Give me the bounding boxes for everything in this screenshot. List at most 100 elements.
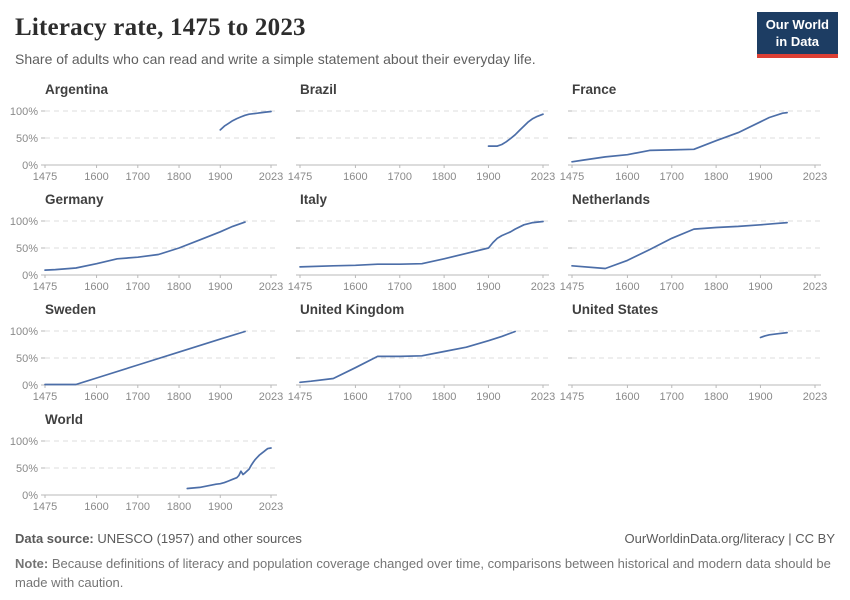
data-source-text: UNESCO (1957) and other sources [93, 530, 302, 546]
x-tick-label: 1475 [560, 281, 584, 293]
x-tick-label: 1800 [704, 391, 728, 403]
x-tick-label: 1475 [288, 171, 312, 183]
y-tick-label: 0% [22, 270, 38, 282]
x-tick-label: 1700 [388, 281, 412, 293]
facet-italy: 1475 1600 1700 1800 1900 2023 Italy [287, 191, 559, 297]
x-tick-label: 1900 [208, 281, 232, 293]
x-tick-label: 2023 [531, 391, 555, 403]
x-tick-label: 1600 [84, 501, 108, 513]
x-tick-label: 2023 [259, 281, 283, 293]
facet-title: Italy [300, 192, 328, 207]
chart-note: Note: Because definitions of literacy an… [15, 554, 833, 593]
facet-netherlands: 1475 1600 1700 1800 1900 2023 Netherlands [559, 191, 831, 297]
owid-logo[interactable]: Our World in Data [756, 12, 838, 58]
x-tick-label: 1900 [476, 171, 500, 183]
x-tick-label: 1800 [704, 171, 728, 183]
y-tick-label: 50% [16, 133, 38, 145]
x-tick-label: 1900 [748, 281, 772, 293]
note-text: Because definitions of literacy and popu… [15, 555, 831, 591]
y-tick-label: 50% [16, 243, 38, 255]
data-source-label: Data source: [15, 530, 94, 546]
facet-title: Brazil [300, 82, 337, 97]
series-line-argentina [219, 110, 272, 131]
facet-world: 0% 50% 100% 1475 1600 1700 1800 1900 2023 World [10, 411, 287, 517]
x-tick-label: 1600 [343, 171, 367, 183]
x-tick-label: 1900 [208, 171, 232, 183]
x-tick-label: 1700 [388, 171, 412, 183]
y-tick-label: 100% [10, 326, 38, 338]
x-tick-label: 2023 [531, 281, 555, 293]
y-tick-label: 50% [16, 463, 38, 475]
x-tick-label: 1700 [126, 391, 150, 403]
x-tick-label: 1475 [560, 171, 584, 183]
page-title: Literacy rate, 1475 to 2023 [15, 14, 306, 41]
x-tick-label: 1900 [476, 281, 500, 293]
x-tick-label: 1800 [167, 171, 191, 183]
x-tick-label: 1900 [208, 391, 232, 403]
x-tick-label: 1600 [615, 391, 639, 403]
x-tick-label: 1800 [432, 281, 456, 293]
y-tick-label: 0% [22, 160, 38, 172]
x-tick-label: 2023 [803, 281, 827, 293]
x-tick-label: 2023 [531, 171, 555, 183]
x-tick-label: 1900 [748, 391, 772, 403]
x-tick-label: 1475 [288, 281, 312, 293]
owid-link[interactable]: OurWorldinData.org/literacy | CC BY [624, 530, 835, 546]
facet-chart-united-kingdom: 1475 1600 1700 1800 1900 2023 United Kingdom [288, 302, 555, 403]
x-tick-label: 1600 [343, 281, 367, 293]
x-tick-label: 1475 [33, 501, 57, 513]
x-tick-label: 1800 [167, 391, 191, 403]
x-tick-label: 1475 [33, 171, 57, 183]
x-tick-label: 1475 [33, 281, 57, 293]
x-tick-label: 1600 [84, 281, 108, 293]
y-tick-label: 100% [10, 106, 38, 118]
facet-title: United States [572, 302, 658, 317]
facet-united-states: 1475 1600 1700 1800 1900 2023 United States [559, 301, 831, 407]
x-tick-label: 1700 [388, 391, 412, 403]
y-tick-label: 100% [10, 436, 38, 448]
series-line-netherlands [571, 221, 788, 270]
facet-united-kingdom: 1475 1600 1700 1800 1900 2023 United Kingdom [287, 301, 559, 407]
x-tick-label: 1900 [208, 501, 232, 513]
facet-sweden: 0% 50% 100% 1475 1600 1700 1800 1900 2023 Sweden [10, 301, 287, 407]
x-tick-label: 1700 [660, 281, 684, 293]
facet-chart-sweden: 0% 50% 100% 1475 1600 1700 1800 1900 2023 Sweden [10, 302, 283, 403]
series-line-germany [44, 221, 246, 271]
x-tick-label: 1600 [615, 171, 639, 183]
facet-chart-world: 0% 50% 100% 1475 1600 1700 1800 1900 2023 World [10, 412, 283, 513]
x-tick-label: 1600 [84, 391, 108, 403]
facet-chart-brazil: 1475 1600 1700 1800 1900 2023 Brazil [288, 82, 555, 183]
facet-title: Netherlands [572, 192, 650, 207]
x-tick-label: 1600 [84, 171, 108, 183]
facet-chart-argentina: 0% 50% 100% 1475 1600 1700 1800 1900 2023 Argenti… [10, 82, 283, 183]
x-tick-label: 1800 [167, 281, 191, 293]
facet-chart-france: 1475 1600 1700 1800 1900 2023 France [560, 82, 827, 183]
x-tick-label: 2023 [259, 391, 283, 403]
series-line-italy [299, 220, 544, 268]
chart-footer: Data source: UNESCO (1957) and other sou… [15, 531, 835, 546]
series-line-sweden [44, 330, 246, 386]
x-tick-label: 2023 [259, 171, 283, 183]
facet-france: 1475 1600 1700 1800 1900 2023 France [559, 81, 831, 187]
chart-header: Literacy rate, 1475 to 2023 Share of adu… [0, 0, 850, 67]
x-tick-label: 1475 [288, 391, 312, 403]
x-tick-label: 2023 [803, 391, 827, 403]
facet-germany: 0% 50% 100% 1475 1600 1700 1800 1900 2023 Germany [10, 191, 287, 297]
x-tick-label: 1800 [704, 281, 728, 293]
series-line-united-kingdom [299, 330, 516, 383]
x-tick-label: 1600 [343, 391, 367, 403]
y-tick-label: 0% [22, 380, 38, 392]
chart-subtitle: Share of adults who can read and write a… [15, 50, 536, 67]
x-tick-label: 1800 [167, 501, 191, 513]
y-tick-label: 50% [16, 353, 38, 365]
facet-chart-italy: 1475 1600 1700 1800 1900 2023 Italy [288, 192, 555, 293]
facet-title: France [572, 82, 617, 97]
x-tick-label: 1475 [560, 391, 584, 403]
x-tick-label: 2023 [803, 171, 827, 183]
x-tick-label: 1800 [432, 391, 456, 403]
series-line-united-states [759, 331, 788, 339]
x-tick-label: 1700 [126, 171, 150, 183]
x-tick-label: 1700 [660, 391, 684, 403]
facet-chart-germany: 0% 50% 100% 1475 1600 1700 1800 1900 2023 Germany [10, 192, 283, 293]
x-tick-label: 2023 [259, 501, 283, 513]
